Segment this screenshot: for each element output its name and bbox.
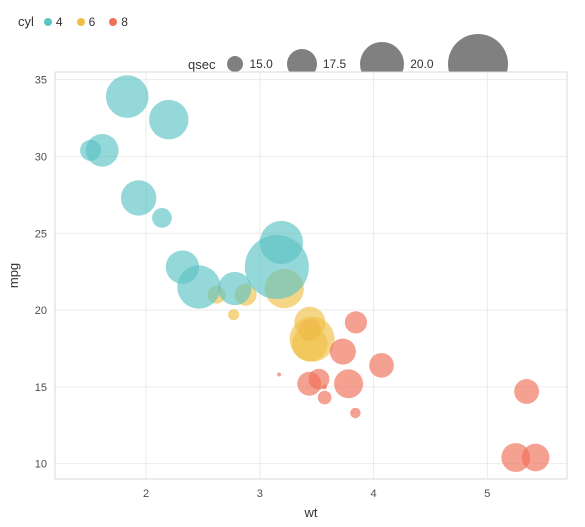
data-point [149,100,189,140]
data-point [322,384,327,389]
data-point [514,379,539,404]
x-tick-label: 5 [484,488,490,500]
data-point [152,208,172,228]
data-point [318,391,332,405]
y-tick-label: 35 [35,75,47,87]
data-point [522,444,550,472]
data-point [334,369,363,398]
y-tick-label: 30 [35,151,47,163]
scatter-chart: 2 3 4 5 10 15 20 25 30 35 wt mpg [0,60,585,527]
legend-cyl-label: 4 [56,15,63,29]
data-point [330,338,356,364]
data-point [80,140,101,161]
data-point [345,311,367,333]
y-tick-label: 25 [35,228,47,240]
x-tick-label: 2 [143,488,149,500]
data-point [297,372,321,396]
x-tick-label: 3 [257,488,263,500]
legend-cyl-swatch [109,18,117,26]
data-point [292,326,327,361]
data-point [245,235,309,299]
y-tick-label: 10 [35,459,47,471]
data-point [228,309,239,320]
panel-background [55,72,567,479]
legend-cyl-label: 8 [121,15,128,29]
legend-cyl-swatch [77,18,85,26]
legend-cyl-label: 6 [89,15,96,29]
data-point [177,265,220,308]
y-axis-title: mpg [6,263,21,288]
x-tick-label: 4 [371,488,377,500]
data-point [277,373,281,377]
y-tick-label: 15 [35,382,47,394]
data-point [369,353,394,378]
data-point [106,75,149,118]
legend-cyl-item: 8 [109,15,128,29]
data-point [218,272,251,305]
x-axis-title: wt [304,505,318,520]
legend-cyl-item: 6 [77,15,96,29]
legend-cyl-item: 4 [44,15,63,29]
data-point [121,180,156,215]
y-tick-label: 20 [35,305,47,317]
legend-cyl-swatch [44,18,52,26]
legend-cyl: cyl 4 6 8 [18,14,128,29]
legend-cyl-title: cyl [18,14,34,29]
legend-area: cyl 468 qsec 15.017.520.0 [18,6,568,62]
data-point [350,408,361,419]
